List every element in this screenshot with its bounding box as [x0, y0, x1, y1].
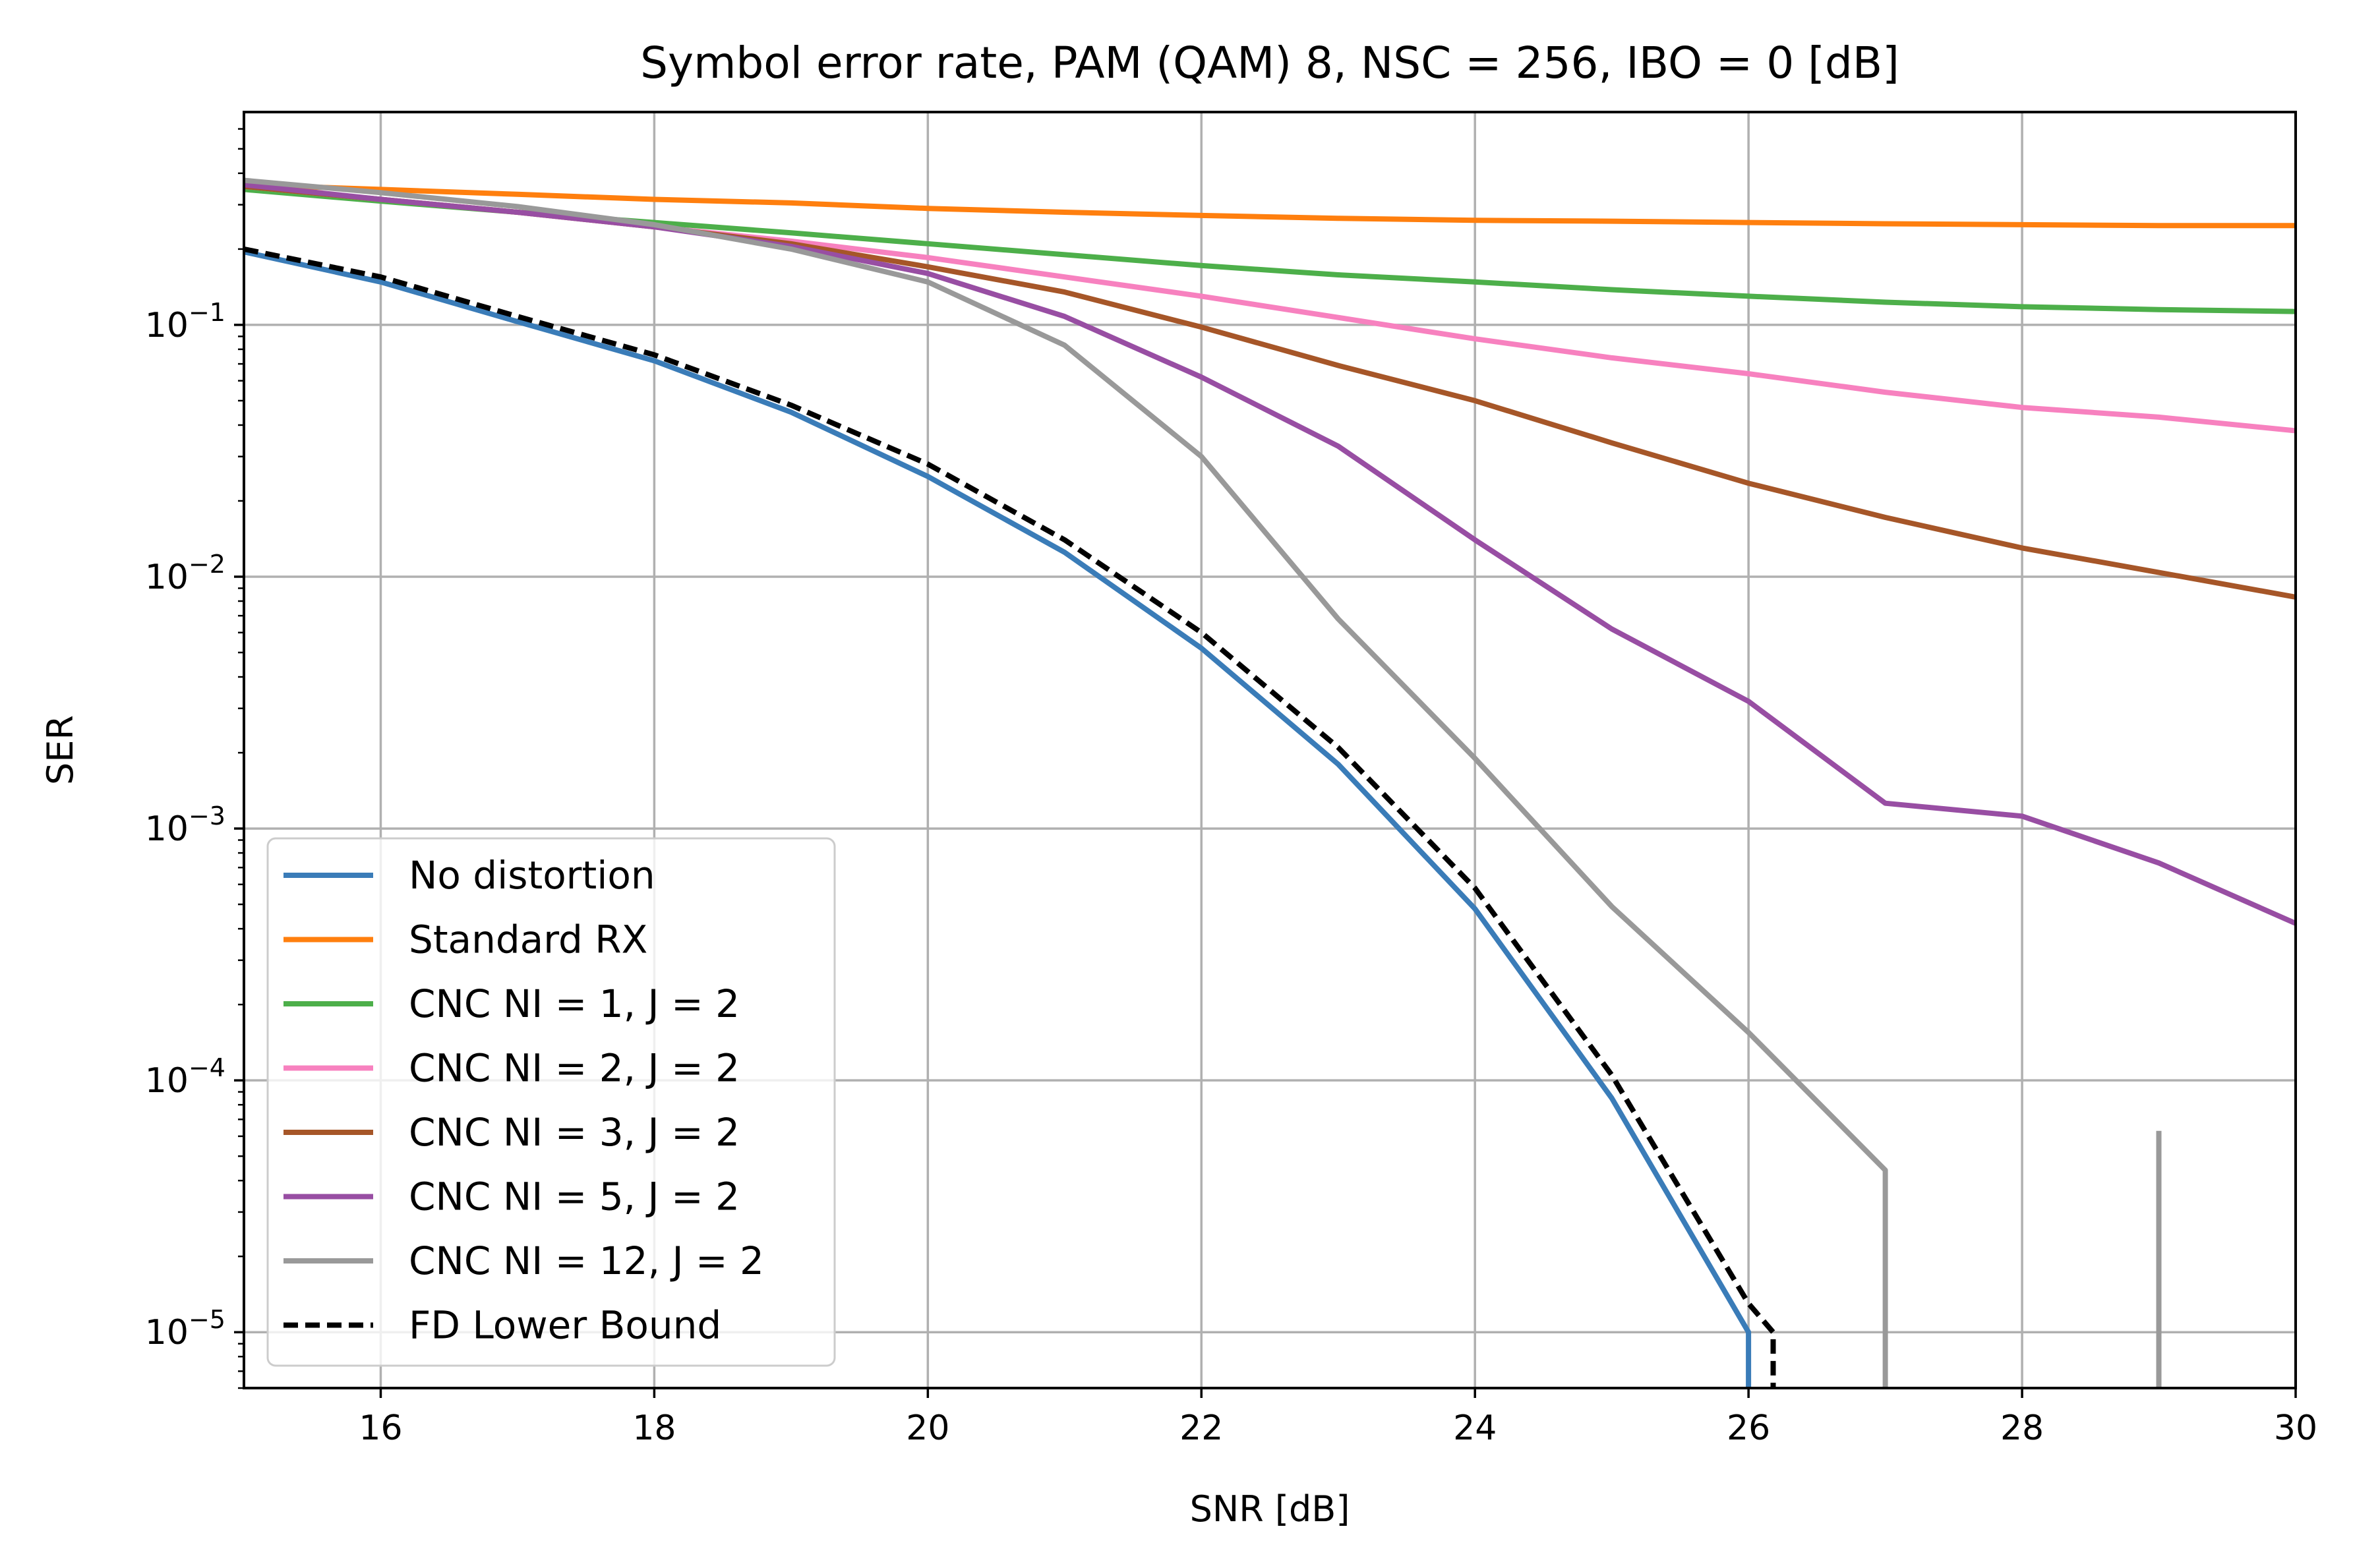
- legend-label: No distortion: [409, 853, 655, 898]
- x-tick-label: 28: [2000, 1408, 2044, 1448]
- chart-title: Symbol error rate, PAM (QAM) 8, NSC = 25…: [640, 38, 1899, 88]
- plot-series: [244, 177, 2296, 1388]
- series-line: [244, 182, 2296, 926]
- series-line: [244, 246, 1776, 1388]
- x-tick-label: 24: [1453, 1408, 1497, 1448]
- legend-label: CNC NI = 5, J = 2: [409, 1175, 740, 1219]
- x-tick-label: 30: [2274, 1408, 2317, 1448]
- legend-label: Standard RX: [409, 917, 647, 962]
- x-axis-label: SNR [dB]: [1190, 1488, 1350, 1530]
- x-tick-label: 18: [632, 1408, 676, 1448]
- x-tick-label: 20: [906, 1408, 949, 1448]
- legend-label: FD Lower Bound: [409, 1303, 721, 1348]
- plot-frame: [243, 111, 2297, 1389]
- legend-box: [266, 837, 836, 1367]
- x-tick-label: 26: [1727, 1408, 1770, 1448]
- x-tick-label: 16: [359, 1408, 402, 1448]
- legend-label: CNC NI = 3, J = 2: [409, 1110, 740, 1155]
- x-tick-label: 22: [1179, 1408, 1223, 1448]
- series-line: [244, 249, 1752, 1388]
- y-tick-label: 10−3: [145, 801, 225, 849]
- series-line: [244, 182, 2296, 229]
- y-tick-label: 10−4: [145, 1053, 225, 1101]
- legend-label: CNC NI = 2, J = 2: [409, 1046, 740, 1091]
- y-axis-label: SER: [40, 715, 81, 785]
- series-line: [244, 177, 1888, 1388]
- legend: No distortion Standard RX CNC NI = 1, J = …: [266, 837, 836, 1367]
- legend-label: CNC NI = 1, J = 2: [409, 981, 740, 1026]
- legend-label: CNC NI = 12, J = 2: [409, 1238, 764, 1283]
